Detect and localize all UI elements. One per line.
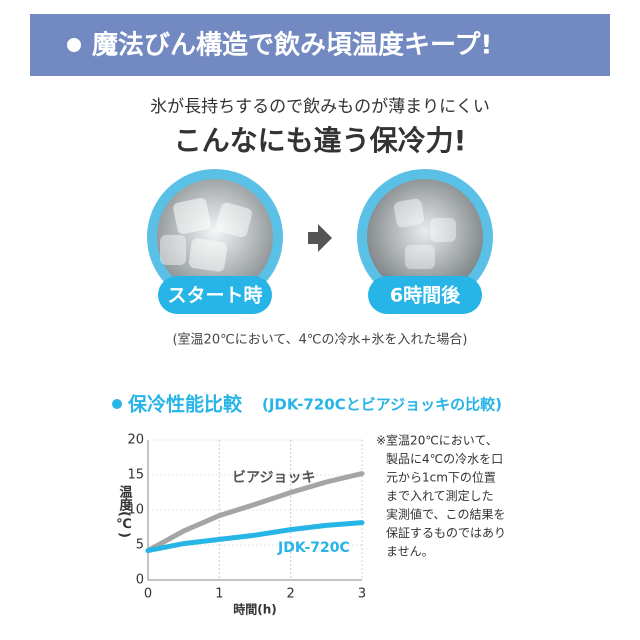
- y-tick-label: 0: [136, 573, 144, 588]
- series-label: JDK-720C: [277, 540, 350, 556]
- section-subtitle: (JDK-720Cとビアジョッキの比較): [262, 396, 502, 414]
- bullet: [67, 38, 81, 52]
- image-after: [357, 169, 493, 314]
- image-label: 6時間後: [390, 284, 461, 307]
- banner-title: 魔法びん構造で飲み頃温度キープ!: [92, 30, 492, 61]
- section-title: 保冷性能比較: [127, 393, 243, 416]
- headline: こんなにも違う保冷力!: [174, 124, 467, 157]
- x-tick-label: 0: [144, 587, 152, 602]
- y-axis-label: 温度(℃): [116, 485, 132, 538]
- footnote-line: ※室温20℃において、: [376, 433, 498, 448]
- footnote: ※室温20℃において、製品に4℃の冷水を口元から1cm下の位置まで入れて測定した…: [376, 433, 506, 559]
- series-label: ビアジョッキ: [232, 470, 315, 486]
- chart: 0 5 10 15 20 0 1 2 3 温度(℃) 時間(h) ビアジョッキ JDK-720C: [116, 433, 366, 617]
- line: [145, 520, 365, 554]
- x-axis-label: 時間(h): [233, 602, 277, 617]
- condition-note: (室温20℃において、4℃の冷水+氷を入れた場合): [172, 332, 467, 348]
- image-start: [147, 169, 283, 314]
- image-label: スタート時: [167, 285, 262, 307]
- footnote-line: 保証するものではあり: [386, 526, 506, 540]
- footnote-line: ません。: [386, 545, 434, 559]
- x-tick-label: 1: [215, 587, 223, 602]
- y-tick-label: 10: [127, 503, 144, 518]
- y-tick-label: 15: [127, 468, 144, 483]
- footnote-line: 元から1cm下の位置: [386, 470, 496, 485]
- x-tick-label: 2: [287, 587, 295, 602]
- y-tick-label: 5: [136, 538, 144, 553]
- arrow: [308, 224, 332, 252]
- bullet: [112, 399, 122, 409]
- footnote-line: 実測値で、この結果を: [386, 507, 506, 522]
- x-tick-label: 3: [358, 587, 366, 602]
- banner: [30, 14, 610, 76]
- subtitle: 氷が長持ちするので飲みものが薄まりにくい: [150, 97, 490, 117]
- footnote-line: まで入れて測定した: [386, 488, 494, 503]
- line: [145, 471, 365, 554]
- y-tick-label: 20: [127, 433, 144, 448]
- footnote-line: 製品に4℃の冷水を口: [386, 452, 503, 466]
